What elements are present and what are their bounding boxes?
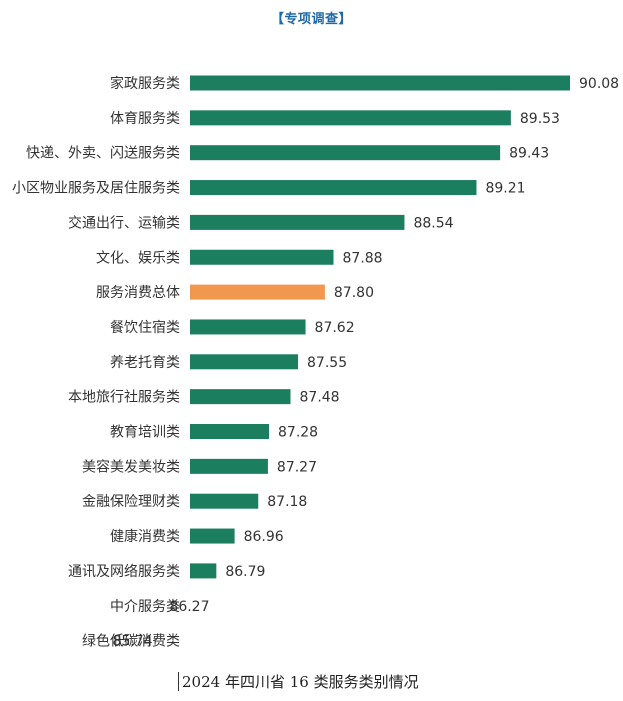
value-label: 86.96 (244, 529, 284, 545)
bar (190, 354, 299, 370)
value-label: 90.08 (579, 76, 619, 92)
value-label: 89.21 (485, 181, 525, 197)
value-label: 89.53 (520, 111, 560, 127)
bar (190, 493, 259, 509)
bar (190, 458, 268, 474)
section-tag: 【专项调查】 (270, 12, 352, 27)
category-label: 交通出行、运输类 (68, 214, 180, 231)
category-label: 美容美发美妆类 (82, 458, 180, 475)
caption-text: 2024 年四川省 16 类服务类别情况 (182, 672, 419, 691)
category-label: 本地旅行社服务类 (68, 390, 180, 406)
category-label: 服务消费总体 (96, 285, 180, 301)
value-label: 85.74 (112, 634, 152, 650)
bar-chart: 家政服务类 90.08 体育服务类 89.53 快递、外卖、闪送服务类 89.43 小区物业… (12, 75, 619, 650)
caption-divider (178, 671, 179, 691)
category-label: 教育培训类 (110, 425, 180, 441)
bar (190, 563, 217, 579)
value-label: 87.27 (277, 459, 317, 475)
category-label: 餐饮住宿类 (110, 319, 180, 336)
chart-caption: 2024 年四川省 16 类服务类别情况 (178, 671, 419, 691)
value-label: 89.43 (509, 146, 549, 162)
value-label: 86.27 (169, 599, 209, 615)
category-label: 小区物业服务及居住服务类 (12, 181, 180, 197)
bar (190, 145, 501, 161)
bar (190, 75, 570, 91)
category-label: 绿色低碳消费类 (82, 633, 180, 650)
bar-highlight (190, 284, 325, 300)
bar (190, 319, 306, 335)
value-label: 87.80 (334, 285, 374, 301)
bar (190, 214, 405, 230)
category-label: 中介服务类 (110, 599, 180, 615)
bar (190, 110, 511, 126)
category-label: 通讯及网络服务类 (68, 564, 180, 580)
category-label: 健康消费类 (110, 528, 180, 545)
category-label: 养老托育类 (110, 355, 180, 371)
value-label: 87.62 (315, 320, 355, 336)
bar (190, 389, 291, 405)
value-label: 87.28 (278, 425, 318, 441)
value-label: 87.88 (343, 250, 383, 266)
value-label: 87.55 (307, 355, 347, 371)
value-label: 87.48 (300, 390, 340, 406)
category-label: 快递、外卖、闪送服务类 (26, 146, 180, 162)
bar (190, 528, 235, 544)
bar (190, 180, 477, 196)
value-label: 88.54 (413, 215, 453, 231)
value-label: 86.79 (225, 564, 265, 580)
category-label: 体育服务类 (110, 111, 180, 127)
category-label: 文化、娱乐类 (96, 250, 180, 266)
value-label: 87.18 (267, 494, 307, 510)
bar (190, 249, 334, 265)
category-label: 金融保险理财类 (82, 494, 180, 510)
bar (190, 424, 269, 439)
category-label: 家政服务类 (110, 75, 180, 92)
